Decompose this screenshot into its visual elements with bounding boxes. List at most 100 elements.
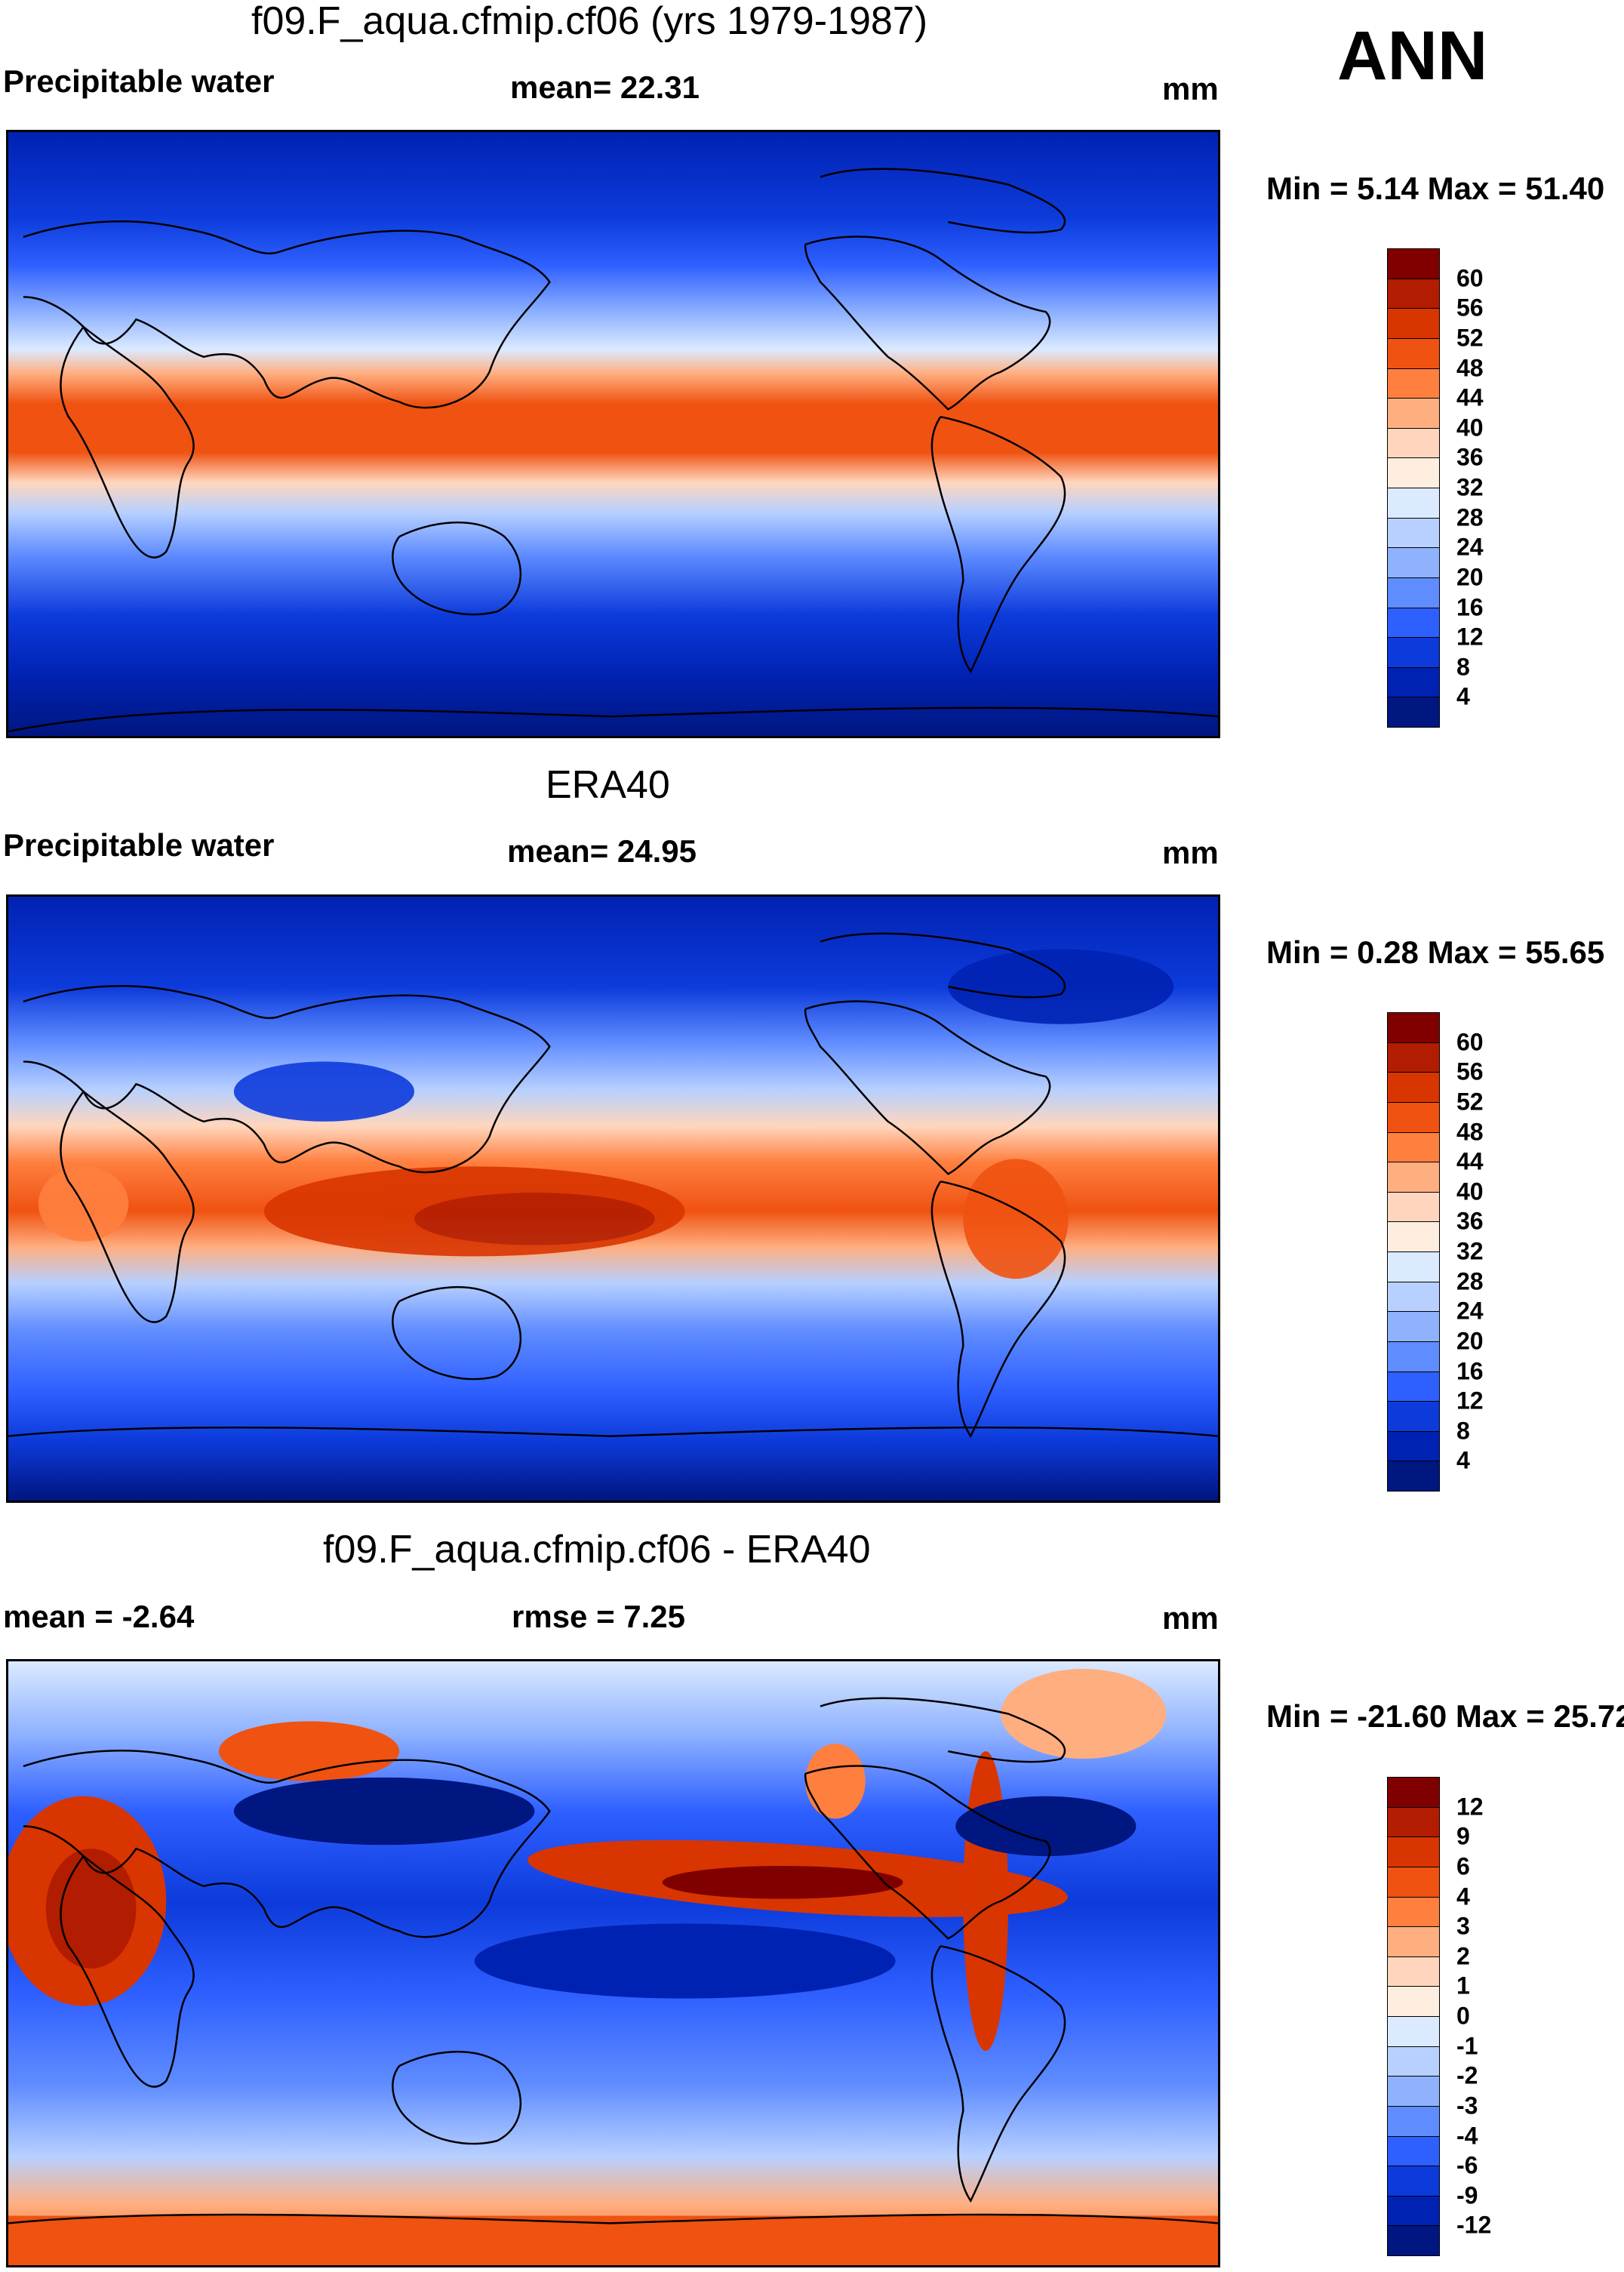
season-label: ANN bbox=[1337, 17, 1488, 94]
colorbar-tick-label: 36 bbox=[1456, 443, 1484, 471]
colorbar-tick-label: 0 bbox=[1456, 2002, 1470, 2030]
colorbar-swatch bbox=[1387, 1311, 1440, 1342]
panel1-colorbar bbox=[1387, 248, 1440, 728]
colorbar-tick-label: 40 bbox=[1456, 1178, 1484, 1205]
panel1-minmax: Min = 5.14 Max = 51.40 bbox=[1266, 171, 1605, 206]
colorbar-tick-label: 4 bbox=[1456, 1883, 1470, 1910]
colorbar-swatch bbox=[1387, 1401, 1440, 1432]
colorbar-tick-label: 2 bbox=[1456, 1942, 1470, 1970]
colorbar-swatch bbox=[1387, 1191, 1440, 1223]
colorbar-swatch bbox=[1387, 1896, 1440, 1928]
panel1-field bbox=[8, 132, 1218, 736]
panel3-mean: mean = -2.64 bbox=[3, 1599, 195, 1634]
colorbar-tick-label: 8 bbox=[1456, 1417, 1470, 1445]
colorbar-tick-label: 24 bbox=[1456, 533, 1484, 561]
panel1-map bbox=[6, 130, 1220, 738]
colorbar-swatch bbox=[1387, 248, 1440, 279]
colorbar-tick-label: -6 bbox=[1456, 2151, 1478, 2179]
colorbar-swatch bbox=[1387, 547, 1440, 578]
panel1-mean: mean= 22.31 bbox=[510, 69, 700, 105]
colorbar-tick-label: 44 bbox=[1456, 1147, 1484, 1175]
colorbar-swatch bbox=[1387, 278, 1440, 309]
panel3-map bbox=[6, 1659, 1220, 2267]
colorbar-swatch bbox=[1387, 1461, 1440, 1492]
colorbar-swatch bbox=[1387, 1926, 1440, 1957]
colorbar-swatch bbox=[1387, 1101, 1440, 1133]
colorbar-tick-label: -2 bbox=[1456, 2061, 1478, 2089]
colorbar-swatch bbox=[1387, 488, 1440, 519]
colorbar-tick-label: 4 bbox=[1456, 682, 1470, 710]
colorbar-swatch bbox=[1387, 667, 1440, 698]
panel2-colorbar bbox=[1387, 1012, 1440, 1492]
colorbar-swatch bbox=[1387, 2076, 1440, 2107]
colorbar-swatch bbox=[1387, 1042, 1440, 1073]
colorbar-swatch bbox=[1387, 1777, 1440, 1808]
panel2-map bbox=[6, 894, 1220, 1503]
colorbar-tick-label: 9 bbox=[1456, 1822, 1470, 1850]
colorbar-swatch bbox=[1387, 1012, 1440, 1043]
colorbar-tick-label: 40 bbox=[1456, 414, 1484, 442]
colorbar-tick-label: -9 bbox=[1456, 2181, 1478, 2209]
panel1-unit: mm bbox=[1162, 71, 1219, 106]
colorbar-swatch bbox=[1387, 337, 1440, 369]
colorbar-swatch bbox=[1387, 577, 1440, 608]
colorbar-tick-label: 56 bbox=[1456, 294, 1484, 322]
colorbar-tick-label: 4 bbox=[1456, 1446, 1470, 1474]
colorbar-tick-label: 52 bbox=[1456, 324, 1484, 352]
coastlines bbox=[8, 932, 1218, 1439]
panel3-features bbox=[8, 1668, 1218, 2265]
colorbar-swatch bbox=[1387, 1341, 1440, 1372]
colorbar-swatch bbox=[1387, 697, 1440, 728]
colorbar-swatch bbox=[1387, 1221, 1440, 1252]
colorbar-swatch bbox=[1387, 1131, 1440, 1163]
panel3-minmax: Min = -21.60 Max = 25.72 bbox=[1266, 1698, 1624, 1734]
colorbar-swatch bbox=[1387, 1836, 1440, 1867]
panel3-title: f09.F_aqua.cfmip.cf06 - ERA40 bbox=[323, 1528, 871, 1572]
colorbar-tick-label: 32 bbox=[1456, 1237, 1484, 1265]
coastlines bbox=[8, 1697, 1218, 2224]
colorbar-tick-label: 8 bbox=[1456, 653, 1470, 681]
colorbar-tick-label: 24 bbox=[1456, 1297, 1484, 1325]
colorbar-swatch bbox=[1387, 2225, 1440, 2256]
colorbar-tick-label: 48 bbox=[1456, 1118, 1484, 1145]
colorbar-tick-label: 16 bbox=[1456, 1357, 1484, 1384]
colorbar-swatch bbox=[1387, 607, 1440, 639]
colorbar-swatch bbox=[1387, 1806, 1440, 1838]
colorbar-swatch bbox=[1387, 2166, 1440, 2197]
colorbar-swatch bbox=[1387, 427, 1440, 459]
colorbar-tick-label: 52 bbox=[1456, 1088, 1484, 1116]
colorbar-tick-label: 56 bbox=[1456, 1057, 1484, 1085]
colorbar-tick-label: 20 bbox=[1456, 1327, 1484, 1355]
panel2-mean: mean= 24.95 bbox=[507, 833, 697, 869]
colorbar-tick-label: -1 bbox=[1456, 2032, 1478, 2060]
panel2-unit: mm bbox=[1162, 835, 1219, 870]
colorbar-tick-label: 60 bbox=[1456, 264, 1484, 292]
colorbar-tick-label: 28 bbox=[1456, 503, 1484, 531]
panel1-title: f09.F_aqua.cfmip.cf06 (yrs 1979-1987) bbox=[251, 0, 928, 43]
colorbar-swatch bbox=[1387, 637, 1440, 668]
colorbar-swatch bbox=[1387, 2195, 1440, 2227]
colorbar-tick-label: 44 bbox=[1456, 383, 1484, 411]
colorbar-swatch bbox=[1387, 1986, 1440, 2017]
colorbar-swatch bbox=[1387, 2016, 1440, 2047]
colorbar-tick-label: 48 bbox=[1456, 354, 1484, 381]
colorbar-swatch bbox=[1387, 1072, 1440, 1103]
colorbar-tick-label: 60 bbox=[1456, 1028, 1484, 1056]
panel2-title: ERA40 bbox=[546, 763, 670, 807]
colorbar-swatch bbox=[1387, 1371, 1440, 1402]
colorbar-tick-label: -12 bbox=[1456, 2211, 1492, 2239]
colorbar-swatch bbox=[1387, 398, 1440, 429]
colorbar-swatch bbox=[1387, 308, 1440, 339]
colorbar-tick-label: 1 bbox=[1456, 1972, 1470, 2000]
colorbar-tick-label: 3 bbox=[1456, 1912, 1470, 1940]
colorbar-swatch bbox=[1387, 1956, 1440, 1987]
colorbar-tick-label: 6 bbox=[1456, 1852, 1470, 1880]
colorbar-swatch bbox=[1387, 2046, 1440, 2077]
colorbar-swatch bbox=[1387, 1281, 1440, 1313]
colorbar-swatch bbox=[1387, 1866, 1440, 1898]
colorbar-swatch bbox=[1387, 368, 1440, 399]
panel2-features bbox=[38, 949, 1174, 1279]
colorbar-tick-label: 12 bbox=[1456, 623, 1484, 651]
colorbar-swatch bbox=[1387, 1430, 1440, 1462]
colorbar-tick-label: 36 bbox=[1456, 1207, 1484, 1235]
